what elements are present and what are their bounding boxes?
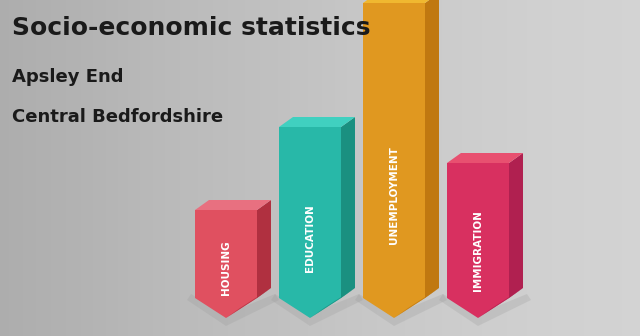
Polygon shape (355, 294, 447, 326)
Text: Central Bedfordshire: Central Bedfordshire (12, 108, 223, 126)
Polygon shape (341, 117, 355, 298)
Text: Socio-economic statistics: Socio-economic statistics (12, 16, 371, 40)
Polygon shape (363, 0, 439, 3)
Polygon shape (447, 163, 509, 318)
Polygon shape (279, 127, 341, 318)
Polygon shape (425, 0, 439, 298)
Polygon shape (394, 288, 439, 318)
Polygon shape (447, 153, 523, 163)
Text: Apsley End: Apsley End (12, 68, 124, 86)
Polygon shape (279, 117, 355, 127)
Polygon shape (195, 210, 257, 318)
Text: IMMIGRATION: IMMIGRATION (473, 210, 483, 291)
Polygon shape (271, 294, 363, 326)
Polygon shape (310, 288, 355, 318)
Text: HOUSING: HOUSING (221, 240, 231, 295)
Polygon shape (195, 200, 271, 210)
Polygon shape (439, 294, 531, 326)
Polygon shape (509, 153, 523, 298)
Polygon shape (363, 3, 425, 318)
Text: UNEMPLOYMENT: UNEMPLOYMENT (389, 146, 399, 244)
Polygon shape (478, 288, 523, 318)
Polygon shape (187, 294, 279, 326)
Text: EDUCATION: EDUCATION (305, 204, 315, 272)
Polygon shape (226, 288, 271, 318)
Polygon shape (257, 200, 271, 298)
